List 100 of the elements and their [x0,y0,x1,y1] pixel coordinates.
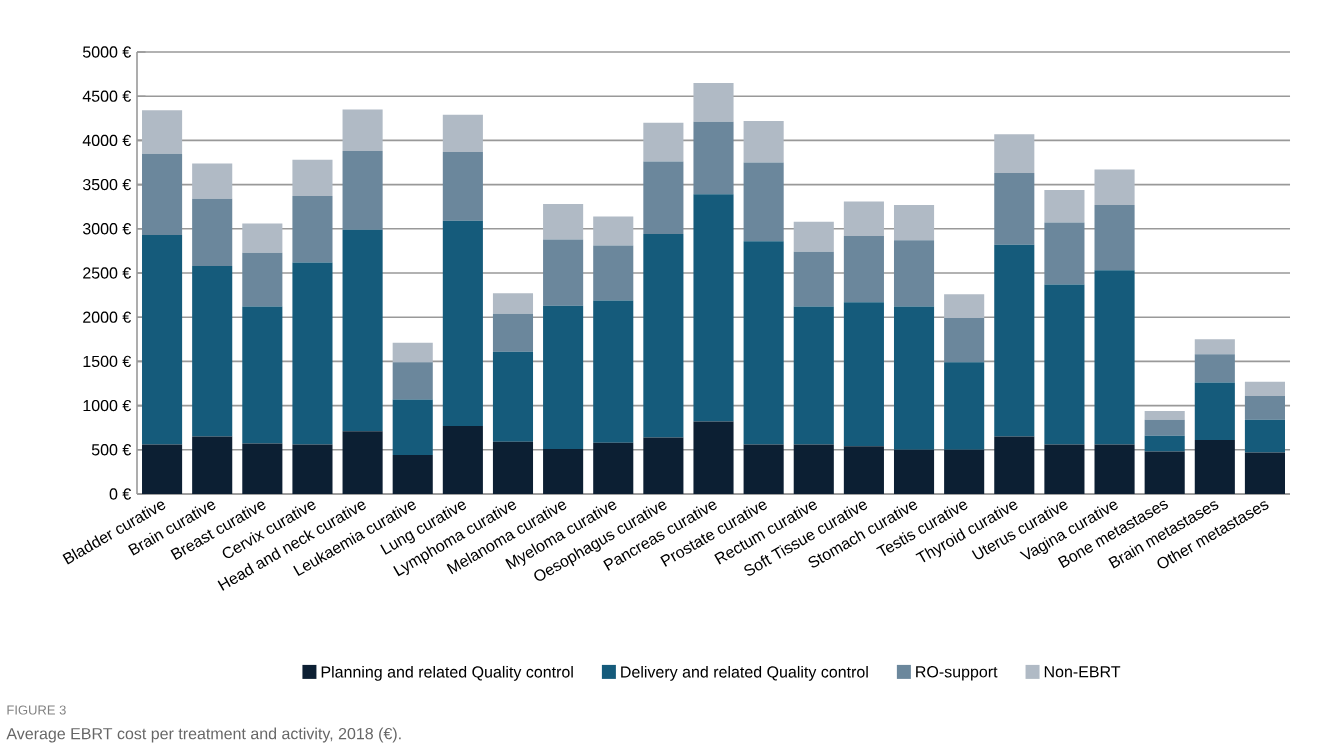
bar [292,444,333,494]
bar [944,318,985,363]
bar [492,351,534,442]
y-tick-label: 4000 € [82,134,132,147]
bar [292,159,333,197]
bar [994,436,1035,494]
bar [492,293,534,314]
bar [893,204,935,241]
bar [1144,410,1185,420]
bar [593,442,634,494]
y-tick-label: 2500 € [83,267,132,279]
y-tick-label: 3500 € [82,178,132,191]
bar [994,134,1035,174]
bar [1094,204,1135,271]
bar [893,240,935,307]
bar [1044,444,1085,494]
bar [442,151,483,221]
bar [392,399,433,456]
bar [743,162,784,242]
bar [893,306,935,450]
bar [693,421,734,494]
bar [1194,339,1235,355]
bar [1194,354,1235,383]
bar [593,216,634,246]
bar [843,235,884,303]
y-tick-label: 4500 € [82,90,132,102]
bar [793,251,834,307]
bar [643,437,684,494]
bar [1094,444,1135,494]
legend-label: RO-support [916,666,998,681]
bar [643,161,684,235]
y-tick-label: 1000 € [83,399,132,412]
bar [693,194,734,422]
bar [944,362,985,450]
bar [1244,395,1285,420]
bar [242,306,283,444]
bar [242,252,283,307]
bar [1244,381,1285,396]
bar [643,234,684,438]
bar [142,234,183,445]
bar [1244,419,1285,453]
bar [442,114,483,152]
bar [192,198,233,266]
legend-label: Non-EBRT [1044,666,1121,678]
bar [142,153,183,235]
bar [793,221,834,252]
bar [142,444,183,494]
bar [492,313,534,352]
text: Average EBRT cost per treatment and activity, 2018 (€). [6,727,401,743]
bar [442,220,483,426]
legend-label: Planning and related Quality control [321,665,573,681]
caption: FIGURE 3 [7,705,66,715]
bar [292,262,333,445]
bar [392,455,433,494]
bar [242,223,283,253]
bar [1144,419,1185,436]
y-tick-label: 5000 € [82,46,132,58]
y-tick-label: 1500 € [83,355,132,368]
bar [793,306,834,445]
bar [593,245,634,301]
bar [843,201,884,236]
bar [242,443,283,494]
bar [492,441,534,494]
bar [994,244,1035,437]
bar [442,425,483,494]
bar [944,294,985,319]
bar [1194,440,1235,494]
bar [543,204,584,240]
bar [743,120,784,163]
bar [192,265,233,437]
bar [192,163,233,199]
y-tick-label: 0 € [109,488,132,500]
bar [893,449,935,494]
bar [543,239,584,306]
bar [743,444,784,494]
y-tick-label: 500 € [91,444,132,456]
bar [944,449,985,494]
bar [843,302,884,447]
bar [743,241,784,445]
bar [994,173,1035,245]
bar [1094,169,1135,205]
y-tick-label: 2000 € [83,311,132,323]
bar [1044,284,1085,445]
bar [292,196,333,263]
bar [1144,451,1185,494]
bar [1094,270,1135,445]
bar [1044,189,1085,223]
bar [1244,452,1285,494]
bar [543,305,584,449]
bar [643,122,684,162]
bar [392,342,433,363]
bar [1144,435,1185,452]
bar [392,362,433,400]
bar [543,448,584,494]
bar [793,444,834,494]
bar [693,82,734,122]
bar [1044,222,1085,285]
bar [342,151,383,230]
bar [342,229,383,432]
bar [342,431,383,494]
